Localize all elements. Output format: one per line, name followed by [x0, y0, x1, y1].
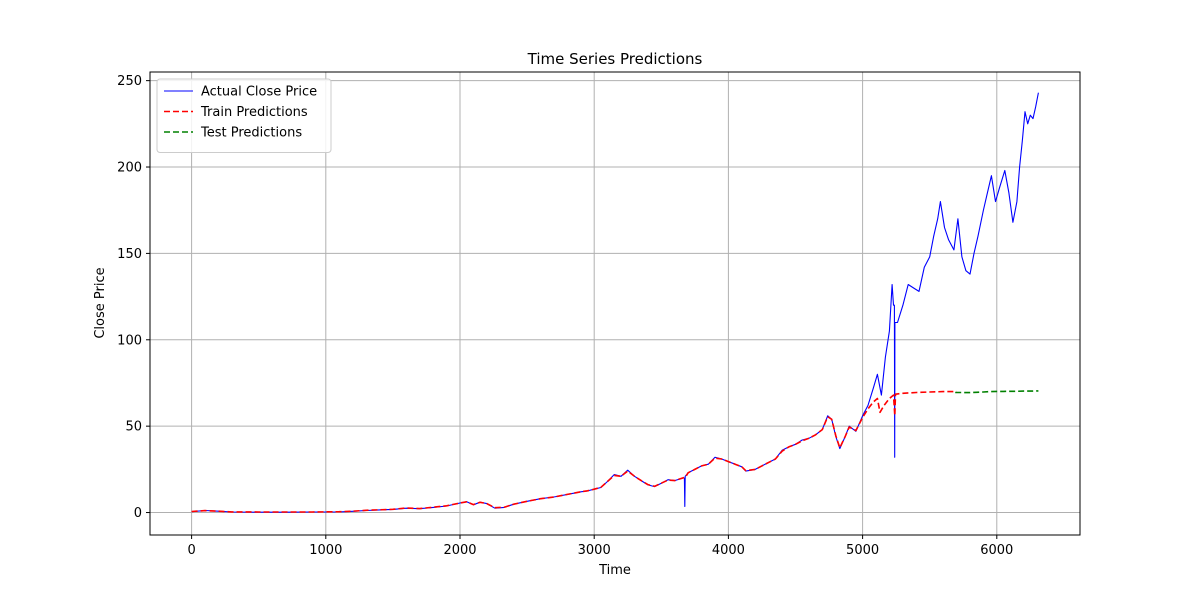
y-tick-label: 0 [134, 506, 142, 521]
chart-title: Time Series Predictions [527, 50, 703, 68]
series-lines [191, 92, 1039, 513]
x-tick-label: 1000 [309, 543, 342, 558]
series-line-train-predictions [191, 390, 957, 513]
y-axis-label: Close Price [93, 267, 108, 338]
x-tick-label: 4000 [712, 543, 745, 558]
legend-box [156, 78, 332, 153]
y-tick-label: 50 [125, 420, 142, 435]
x-tick-label: 6000 [980, 543, 1013, 558]
x-tick-label: 3000 [578, 543, 611, 558]
y-tick-label: 200 [117, 161, 142, 176]
x-tick-label: 2000 [443, 543, 476, 558]
y-tick-label: 250 [117, 74, 142, 89]
x-tick-label: 0 [187, 543, 195, 558]
legend: Actual Close Price Train Predictions Test … [156, 78, 332, 153]
legend-label-train-predictions: Train Predictions [200, 105, 308, 120]
legend-label-actual-close-price: Actual Close Price [201, 85, 317, 100]
plot-frame [149, 71, 1081, 536]
legend-label-test-predictions: Test Predictions [200, 126, 302, 141]
y-tick-label: 150 [117, 247, 142, 262]
axis-ticks: 0 1000 2000 3000 4000 5000 6000 0 50 100 150 200 250 [117, 74, 1013, 558]
x-tick-label: 5000 [846, 543, 879, 558]
x-axis-label: Time [598, 563, 631, 578]
y-tick-label: 100 [117, 333, 142, 348]
series-line-test-predictions [955, 390, 1039, 394]
